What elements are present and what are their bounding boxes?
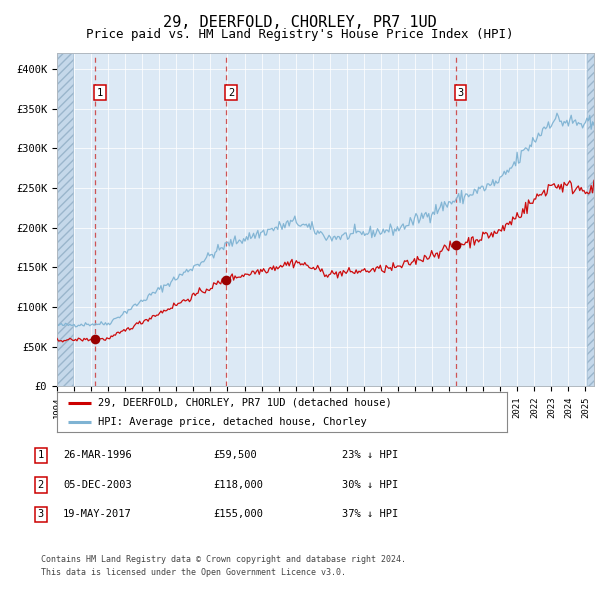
Text: Price paid vs. HM Land Registry's House Price Index (HPI): Price paid vs. HM Land Registry's House … [86,28,514,41]
Text: 29, DEERFOLD, CHORLEY, PR7 1UD: 29, DEERFOLD, CHORLEY, PR7 1UD [163,15,437,30]
Text: 30% ↓ HPI: 30% ↓ HPI [342,480,398,490]
Text: 29, DEERFOLD, CHORLEY, PR7 1UD (detached house): 29, DEERFOLD, CHORLEY, PR7 1UD (detached… [97,398,391,408]
Text: £118,000: £118,000 [213,480,263,490]
Text: 37% ↓ HPI: 37% ↓ HPI [342,510,398,519]
Text: 2: 2 [228,88,235,98]
Text: 2: 2 [38,480,44,490]
Text: 05-DEC-2003: 05-DEC-2003 [63,480,132,490]
Text: 26-MAR-1996: 26-MAR-1996 [63,451,132,460]
Text: 1: 1 [97,88,103,98]
Text: 23% ↓ HPI: 23% ↓ HPI [342,451,398,460]
Text: £155,000: £155,000 [213,510,263,519]
Text: 3: 3 [38,510,44,519]
Text: 19-MAY-2017: 19-MAY-2017 [63,510,132,519]
Text: £59,500: £59,500 [213,451,257,460]
Text: 3: 3 [458,88,464,98]
Text: Contains HM Land Registry data © Crown copyright and database right 2024.: Contains HM Land Registry data © Crown c… [41,555,406,564]
Text: 1: 1 [38,451,44,460]
Text: This data is licensed under the Open Government Licence v3.0.: This data is licensed under the Open Gov… [41,568,346,577]
Text: HPI: Average price, detached house, Chorley: HPI: Average price, detached house, Chor… [97,417,366,427]
